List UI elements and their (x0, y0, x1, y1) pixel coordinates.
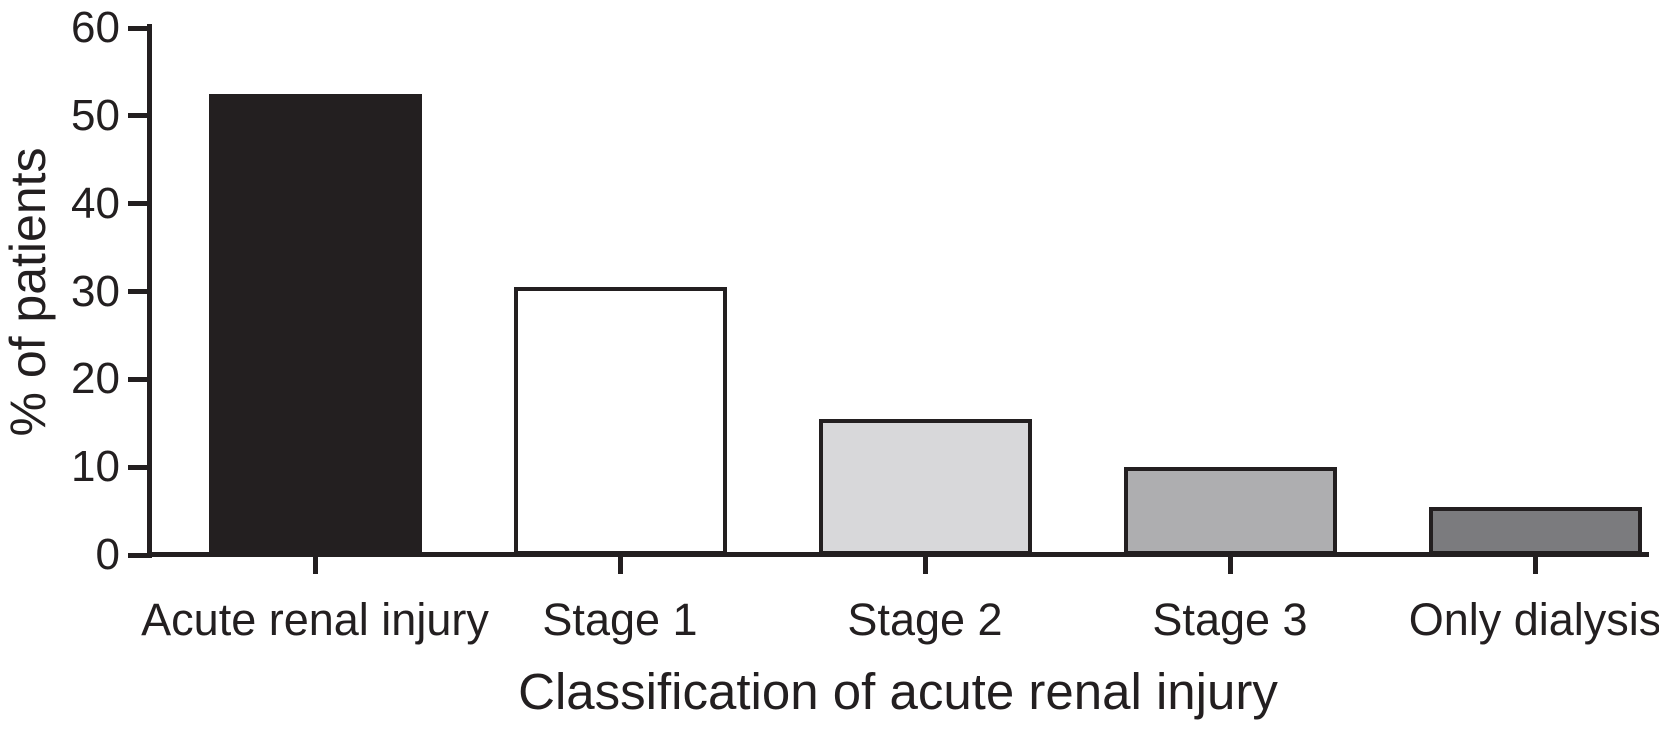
bar-stage-3 (1123, 467, 1337, 555)
x-tick-label-acute-renal-injury: Acute renal injury (141, 594, 489, 645)
y-tick-label-60: 60 (71, 3, 120, 52)
x-tick-only-dialysis (1532, 557, 1538, 574)
x-tick-acute-renal-injury (312, 557, 318, 574)
bar-acute-renal-injury (208, 93, 422, 555)
y-tick-0 (128, 552, 147, 558)
x-tick-label-stage-1: Stage 1 (542, 594, 698, 645)
y-tick-10 (128, 464, 147, 470)
y-tick-label-30: 30 (71, 266, 120, 316)
x-tick-stage-1 (617, 557, 623, 574)
x-tick-label-stage-2: Stage 2 (847, 594, 1003, 645)
x-tick-stage-3 (1227, 557, 1233, 574)
bar-stage-2 (818, 418, 1032, 555)
y-axis-line (147, 24, 152, 558)
y-tick-label-0: 0 (95, 530, 120, 579)
y-tick-label-40: 40 (71, 178, 120, 228)
x-tick-label-only-dialysis: Only dialysis (1408, 594, 1659, 645)
y-tick-40 (128, 201, 147, 207)
bar-only-dialysis (1428, 506, 1642, 555)
y-tick-label-50: 50 (71, 90, 120, 140)
x-tick-stage-2 (922, 557, 928, 574)
y-tick-20 (128, 376, 147, 382)
x-axis-title: Classification of acute renal injury (518, 663, 1278, 720)
bar-stage-1 (513, 287, 727, 555)
y-tick-label-10: 10 (71, 442, 120, 492)
y-tick-30 (128, 289, 147, 294)
x-axis-line (147, 552, 1649, 557)
y-tick-60 (128, 25, 147, 31)
y-tick-label-20: 20 (71, 354, 120, 404)
y-tick-50 (128, 113, 147, 119)
x-tick-label-stage-3: Stage 3 (1152, 594, 1308, 645)
